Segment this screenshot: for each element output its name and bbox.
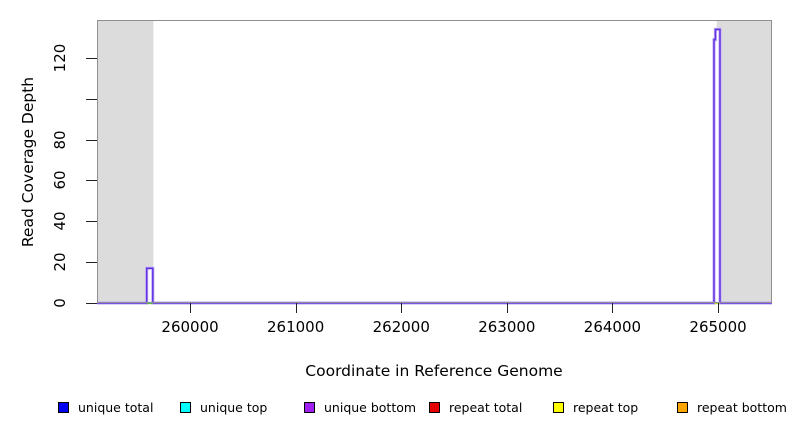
legend-label: unique top xyxy=(200,399,268,415)
x-tick-label: 260000 xyxy=(161,318,219,336)
legend-label: repeat top xyxy=(573,399,639,415)
x-tick-label: 265000 xyxy=(689,318,747,336)
legend-swatch-icon xyxy=(429,401,440,413)
coverage-line xyxy=(97,28,772,304)
legend-item: repeat top xyxy=(553,399,638,415)
legend-item: unique top xyxy=(180,399,267,415)
y-tick-label: 60 xyxy=(51,170,69,191)
x-axis-title: Coordinate in Reference Genome xyxy=(305,362,563,380)
legend-item: unique bottom xyxy=(304,399,416,415)
x-tick-label: 261000 xyxy=(266,318,325,336)
y-tick-label: 0 xyxy=(51,298,69,308)
legend-label: repeat bottom xyxy=(697,399,787,415)
legend-label: unique bottom xyxy=(324,399,417,415)
shaded-region xyxy=(716,20,772,303)
legend-label: repeat total xyxy=(449,399,523,415)
legend-label: unique total xyxy=(78,399,154,415)
y-tick-label: 80 xyxy=(51,130,69,150)
plot-border xyxy=(97,20,772,303)
x-tick-label: 262000 xyxy=(372,318,430,336)
legend-swatch-icon xyxy=(58,401,69,413)
x-tick-label: 263000 xyxy=(478,318,536,336)
y-axis-title: Read Coverage Depth xyxy=(19,76,37,248)
y-tick-label: 40 xyxy=(51,211,69,231)
legend-swatch-icon xyxy=(304,401,315,413)
legend-swatch-icon xyxy=(553,401,564,413)
coverage-line-halo xyxy=(97,27,772,305)
legend-item: repeat total xyxy=(429,399,522,415)
y-tick-label: 120 xyxy=(51,43,69,73)
legend-item: repeat bottom xyxy=(677,399,787,415)
legend-swatch-icon xyxy=(180,401,191,413)
legend-swatch-icon xyxy=(677,401,688,413)
y-tick-label: 20 xyxy=(51,252,69,272)
x-tick-label: 264000 xyxy=(583,318,642,336)
shaded-region xyxy=(97,20,154,303)
legend-item: unique total xyxy=(58,399,153,415)
